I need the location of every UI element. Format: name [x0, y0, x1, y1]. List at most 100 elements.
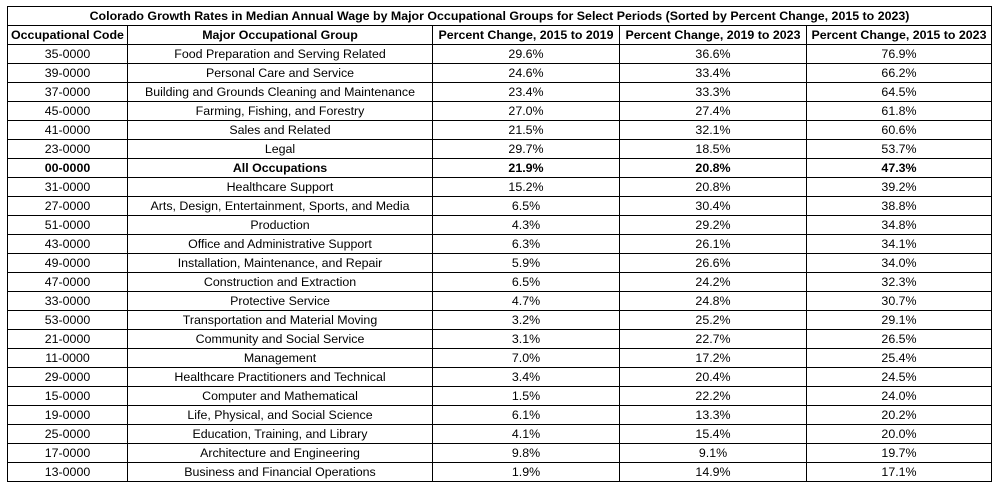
percent-change-2015-2019-cell: 23.4% [432, 82, 620, 102]
occupational-group-cell: Protective Service [127, 291, 433, 311]
header-percent-change-2015-2019: Percent Change, 2015 to 2019 [432, 25, 620, 45]
occupational-group-cell: Sales and Related [127, 120, 433, 140]
percent-change-2015-2019-cell: 3.1% [432, 329, 620, 349]
percent-change-2019-2023-cell: 29.2% [619, 215, 807, 235]
percent-change-2019-2023-cell: 33.4% [619, 63, 807, 83]
percent-change-2015-2019-cell: 15.2% [432, 177, 620, 197]
wage-growth-table: Colorado Growth Rates in Median Annual W… [7, 6, 992, 482]
percent-change-2015-2019-cell: 6.5% [432, 196, 620, 216]
occupational-group-cell: Farming, Fishing, and Forestry [127, 101, 433, 121]
percent-change-2015-2019-cell: 4.1% [432, 424, 620, 444]
percent-change-2015-2023-cell: 76.9% [806, 44, 992, 64]
percent-change-2015-2023-cell: 34.1% [806, 234, 992, 254]
percent-change-2015-2023-cell: 29.1% [806, 310, 992, 330]
table-row: 29-0000 Healthcare Practitioners and Tech… [7, 367, 992, 387]
percent-change-2015-2019-cell: 3.4% [432, 367, 620, 387]
occupational-code-cell: 15-0000 [7, 386, 128, 406]
percent-change-2019-2023-cell: 27.4% [619, 101, 807, 121]
occupational-code-cell: 25-0000 [7, 424, 128, 444]
percent-change-2015-2023-cell: 24.0% [806, 386, 992, 406]
table-row: 19-0000 Life, Physical, and Social Scienc… [7, 405, 992, 425]
percent-change-2015-2019-cell: 6.5% [432, 272, 620, 292]
occupational-code-cell: 45-0000 [7, 101, 128, 121]
occupational-code-cell: 11-0000 [7, 348, 128, 368]
occupational-group-cell: Healthcare Practitioners and Technical [127, 367, 433, 387]
table-row: 33-0000 Protective Service 4.7% 24.8% 30.7% [7, 291, 992, 311]
percent-change-2015-2023-cell: 26.5% [806, 329, 992, 349]
table-row: 13-0000 Business and Financial Operations… [7, 462, 992, 482]
percent-change-2019-2023-cell: 13.3% [619, 405, 807, 425]
table-header-row: Occupational Code Major Occupational Gro… [7, 25, 992, 45]
percent-change-2019-2023-cell: 24.2% [619, 272, 807, 292]
percent-change-2019-2023-cell: 30.4% [619, 196, 807, 216]
occupational-group-cell: Computer and Mathematical [127, 386, 433, 406]
occupational-code-cell: 35-0000 [7, 44, 128, 64]
percent-change-2019-2023-cell: 18.5% [619, 139, 807, 159]
percent-change-2019-2023-cell: 9.1% [619, 443, 807, 463]
table-row: 39-0000 Personal Care and Service 24.6% 33.… [7, 63, 992, 83]
percent-change-2015-2023-cell: 60.6% [806, 120, 992, 140]
occupational-code-cell: 23-0000 [7, 139, 128, 159]
table-row: 11-0000 Management 7.0% 17.2% 25.4% [7, 348, 992, 368]
occupational-group-cell: Personal Care and Service [127, 63, 433, 83]
percent-change-2015-2023-cell: 32.3% [806, 272, 992, 292]
percent-change-2015-2023-cell: 25.4% [806, 348, 992, 368]
occupational-code-cell: 27-0000 [7, 196, 128, 216]
percent-change-2019-2023-cell: 26.1% [619, 234, 807, 254]
percent-change-2015-2019-cell: 4.7% [432, 291, 620, 311]
percent-change-2019-2023-cell: 20.4% [619, 367, 807, 387]
wage-growth-table-container: Colorado Growth Rates in Median Annual W… [7, 6, 992, 482]
percent-change-2015-2023-cell: 30.7% [806, 291, 992, 311]
occupational-group-cell: Healthcare Support [127, 177, 433, 197]
occupational-group-cell: Business and Financial Operations [127, 462, 433, 482]
table-row: 15-0000 Computer and Mathematical 1.5% 22.2… [7, 386, 992, 406]
percent-change-2015-2023-cell: 64.5% [806, 82, 992, 102]
percent-change-2019-2023-cell: 15.4% [619, 424, 807, 444]
table-row: 45-0000 Farming, Fishing, and Forestry 27.… [7, 101, 992, 121]
percent-change-2019-2023-cell: 17.2% [619, 348, 807, 368]
occupational-group-cell: Education, Training, and Library [127, 424, 433, 444]
percent-change-2019-2023-cell: 26.6% [619, 253, 807, 273]
percent-change-2019-2023-cell: 25.2% [619, 310, 807, 330]
table-row: 23-0000 Legal 29.7% 18.5% 53.7% [7, 139, 992, 159]
occupational-group-cell: Production [127, 215, 433, 235]
table-row: 43-0000 Office and Administrative Support… [7, 234, 992, 254]
percent-change-2015-2023-cell: 53.7% [806, 139, 992, 159]
percent-change-2015-2019-cell: 1.5% [432, 386, 620, 406]
occupational-code-cell: 00-0000 [7, 158, 128, 178]
occupational-group-cell: Management [127, 348, 433, 368]
percent-change-2015-2023-cell: 17.1% [806, 462, 992, 482]
occupational-code-cell: 51-0000 [7, 215, 128, 235]
table-title-row: Colorado Growth Rates in Median Annual W… [7, 6, 992, 26]
occupational-code-cell: 13-0000 [7, 462, 128, 482]
percent-change-2015-2023-cell: 61.8% [806, 101, 992, 121]
percent-change-2019-2023-cell: 33.3% [619, 82, 807, 102]
percent-change-2015-2023-cell: 20.0% [806, 424, 992, 444]
table-body: 35-0000 Food Preparation and Serving Rela… [7, 44, 992, 482]
percent-change-2015-2019-cell: 29.6% [432, 44, 620, 64]
occupational-code-cell: 39-0000 [7, 63, 128, 83]
percent-change-2015-2019-cell: 21.5% [432, 120, 620, 140]
percent-change-2015-2023-cell: 20.2% [806, 405, 992, 425]
occupational-group-cell: Arts, Design, Entertainment, Sports, and… [127, 196, 433, 216]
table-row: 25-0000 Education, Training, and Library 4… [7, 424, 992, 444]
percent-change-2015-2019-cell: 3.2% [432, 310, 620, 330]
table-row: 00-0000 All Occupations 21.9% 20.8% 47.3% [7, 158, 992, 178]
table-row: 17-0000 Architecture and Engineering 9.8% 9… [7, 443, 992, 463]
percent-change-2019-2023-cell: 22.7% [619, 329, 807, 349]
occupational-group-cell: Transportation and Material Moving [127, 310, 433, 330]
table-row: 53-0000 Transportation and Material Movin… [7, 310, 992, 330]
occupational-group-cell: Office and Administrative Support [127, 234, 433, 254]
header-percent-change-2019-2023: Percent Change, 2019 to 2023 [619, 25, 807, 45]
percent-change-2019-2023-cell: 22.2% [619, 386, 807, 406]
occupational-code-cell: 47-0000 [7, 272, 128, 292]
table-row: 31-0000 Healthcare Support 15.2% 20.8% 39.2% [7, 177, 992, 197]
percent-change-2015-2019-cell: 7.0% [432, 348, 620, 368]
percent-change-2015-2019-cell: 1.9% [432, 462, 620, 482]
header-occupational-code: Occupational Code [7, 25, 128, 45]
table-title: Colorado Growth Rates in Median Annual W… [7, 6, 992, 26]
percent-change-2019-2023-cell: 14.9% [619, 462, 807, 482]
occupational-group-cell: Community and Social Service [127, 329, 433, 349]
occupational-code-cell: 49-0000 [7, 253, 128, 273]
percent-change-2015-2023-cell: 34.0% [806, 253, 992, 273]
